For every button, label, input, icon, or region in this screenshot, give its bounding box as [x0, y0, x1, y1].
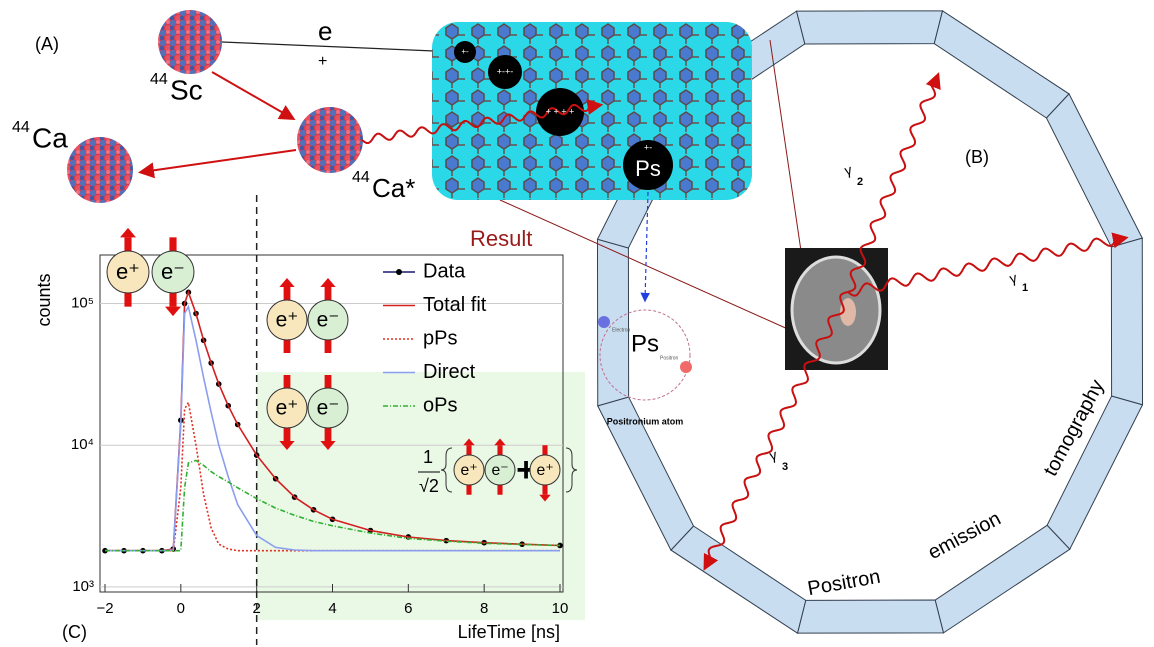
legend-label: oPs — [423, 394, 457, 416]
x-tick-label: −2 — [96, 600, 113, 617]
spin-arrow-head — [279, 278, 294, 287]
nucleus — [158, 10, 222, 74]
gamma-symbol: γ — [1008, 269, 1019, 286]
detector-segment — [1111, 238, 1142, 405]
positron-charge: + — [318, 53, 327, 70]
element-symbol: Ca* — [372, 173, 415, 203]
panel-label: (C) — [62, 622, 87, 642]
y-tick-label: 10⁴ — [71, 436, 94, 453]
ps-caption: Positronium atom — [607, 416, 684, 426]
mass-number: 44 — [12, 119, 30, 136]
particle-label: e⁺ — [276, 309, 299, 332]
detector-segment — [798, 600, 944, 633]
gamma-index: 2 — [857, 176, 863, 188]
mass-number: 44 — [150, 71, 168, 88]
chart-title: Result — [470, 226, 532, 251]
brain — [792, 257, 880, 363]
gamma-index: 1 — [1022, 282, 1028, 294]
x-tick-label: 10 — [552, 600, 569, 617]
fraction-den: √2 — [419, 476, 439, 496]
particle-label: e⁺ — [460, 462, 477, 479]
x-tick-label: 6 — [404, 600, 412, 617]
legend-label: Direct — [423, 361, 476, 383]
particle-label: e⁺ — [536, 462, 553, 479]
charge-marks: + + + + — [546, 106, 575, 116]
figure: (A) e + 44 Sc 44 Ca 44 Ca* +- +-+- + + +… — [0, 0, 1154, 647]
particle-label: e⁺ — [116, 259, 140, 284]
gamma-symbol: γ — [768, 446, 779, 463]
material-box — [432, 22, 752, 200]
positron-symbol: e — [318, 16, 332, 46]
legend-label: Total fit — [423, 294, 487, 316]
ring-word: emission — [924, 508, 1004, 564]
x-tick-label: 4 — [328, 600, 336, 617]
element-symbol: Ca — [32, 122, 68, 153]
x-tick-label: 0 — [177, 600, 185, 617]
spin-arrow-head — [165, 307, 181, 316]
detector-segment — [1046, 94, 1142, 247]
legend-label: Data — [423, 260, 466, 282]
y-axis-label: counts — [34, 273, 54, 326]
legend-swatch — [396, 269, 402, 275]
ps-label: Ps — [631, 330, 659, 357]
nucleus — [297, 107, 363, 173]
ps-symbol: Ps — [635, 156, 661, 181]
gamma-index: 3 — [782, 461, 788, 473]
decorations — [67, 10, 1125, 567]
spin-arrow-head — [320, 278, 335, 287]
element-symbol: Sc — [170, 74, 203, 105]
panel-label: (B) — [965, 147, 989, 167]
positron-path — [222, 42, 458, 52]
detector-segment — [797, 11, 943, 44]
panel-label: (A) — [35, 34, 59, 54]
gamma-symbol: γ — [843, 161, 854, 178]
ring-word: Positron — [806, 566, 882, 600]
charge-marks: +-+- — [497, 66, 514, 76]
electron-label: Electron — [612, 327, 631, 333]
electron-dot — [598, 316, 610, 328]
gamma-wave — [848, 238, 1125, 296]
x-axis-label: LifeTime [ns] — [458, 622, 560, 642]
particle-label: e⁻ — [317, 309, 340, 332]
particle-label: e⁻ — [161, 259, 185, 284]
legend-label: pPs — [423, 327, 457, 349]
fraction-num: 1 — [423, 447, 433, 467]
detector-segment — [671, 526, 806, 633]
particle-label: e⁻ — [317, 397, 340, 420]
detector-segment — [934, 11, 1069, 118]
spin-arrow-head — [120, 228, 136, 237]
decay-arrow — [142, 150, 296, 172]
particle-label: e⁻ — [491, 462, 508, 479]
y-tick-label: 10³ — [72, 578, 94, 595]
decay-arrow — [212, 72, 292, 118]
y-tick-label: 10⁵ — [71, 294, 94, 311]
positron-dot — [680, 361, 692, 373]
particle-label: e⁺ — [276, 397, 299, 420]
positron-label: Positron — [660, 355, 679, 361]
nucleus — [67, 137, 133, 203]
charge-marks: +- — [644, 142, 652, 152]
x-tick-label: 8 — [480, 600, 488, 617]
mass-number: 44 — [352, 169, 370, 186]
charge-marks: +- — [461, 47, 469, 56]
